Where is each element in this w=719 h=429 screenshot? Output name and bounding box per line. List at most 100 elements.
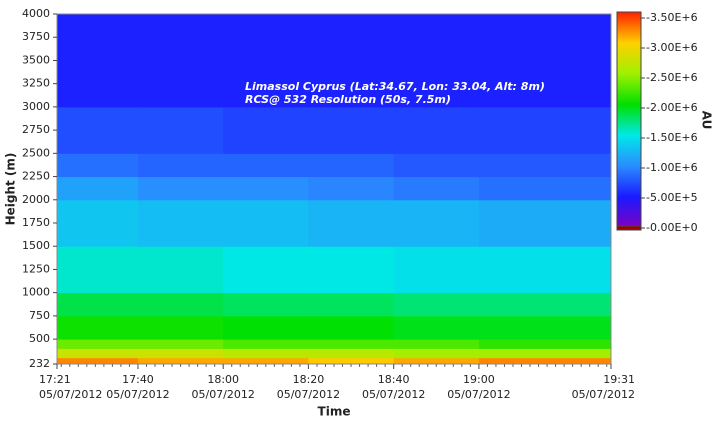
annotation: Limassol Cyprus (Lat:34.67, Lon: 33.04, … — [245, 80, 545, 93]
heat-cell — [223, 292, 309, 317]
heat-cell — [57, 357, 139, 365]
heat-cell — [57, 348, 139, 359]
heat-cell — [393, 339, 480, 349]
y-tick-label: 750 — [29, 309, 50, 322]
y-tick-label: 3500 — [22, 53, 50, 66]
heat-cell — [393, 348, 480, 359]
heat-cell — [478, 357, 612, 365]
heat-cell — [308, 357, 395, 365]
x-tick-label: 18:40 — [378, 373, 410, 386]
colorbar-tick-label: -3.50E+6 — [646, 11, 698, 24]
heat-cell — [308, 14, 395, 108]
x-tick-date: 05/07/2012 — [572, 388, 635, 401]
x-axis-label: Time — [318, 405, 351, 419]
heat-cell — [308, 315, 395, 340]
x-tick-label: 18:00 — [207, 373, 239, 386]
heat-cell — [57, 106, 139, 154]
colorbar — [616, 11, 642, 229]
y-tick-label: 500 — [29, 332, 50, 345]
heat-cell — [308, 339, 395, 349]
heat-cell — [137, 153, 224, 178]
heat-cell — [393, 14, 480, 108]
heat-cell — [137, 14, 224, 108]
heat-cell — [223, 348, 309, 359]
heat-cell — [393, 292, 480, 317]
heat-cell — [478, 348, 612, 359]
heat-cell — [223, 339, 309, 349]
heatmap — [57, 14, 612, 365]
heat-cell — [223, 14, 309, 108]
heat-cell — [393, 106, 480, 154]
heat-cell — [478, 339, 612, 349]
heat-cell — [57, 339, 139, 349]
heat-cell — [223, 106, 309, 154]
heat-cell — [137, 246, 224, 294]
heat-cell — [137, 357, 224, 365]
heat-cell — [308, 199, 395, 247]
heat-cell — [478, 199, 612, 247]
x-tick-label: 19:31 — [603, 373, 635, 386]
colorbar-tick-label: -2.00E+6 — [646, 101, 698, 114]
heat-cell — [223, 357, 309, 365]
heat-cell — [308, 348, 395, 359]
heat-cell — [308, 106, 395, 154]
colorbar-label: AU — [700, 111, 714, 130]
annotation: RCS@ 532 Resolution (50s, 7.5m) — [245, 93, 451, 106]
x-tick-date: 05/07/2012 — [362, 388, 425, 401]
heat-cell — [57, 315, 139, 340]
heat-cell — [137, 176, 224, 201]
x-tick-label: 18:20 — [293, 373, 325, 386]
heat-cell — [223, 176, 309, 201]
y-tick-label: 2750 — [22, 123, 50, 136]
y-tick-label: 2250 — [22, 170, 50, 183]
y-tick-label: 1250 — [22, 262, 50, 275]
colorbar-tick-label: -2.50E+6 — [646, 71, 698, 84]
colorbar-tick-label: -5.00E+5 — [646, 191, 698, 204]
x-tick-date: 05/07/2012 — [277, 388, 340, 401]
heat-cell — [478, 315, 612, 340]
heat-cell — [57, 176, 139, 201]
y-tick-label: 1000 — [22, 286, 50, 299]
heat-cell — [308, 246, 395, 294]
colorbar-under — [616, 225, 642, 231]
heat-cell — [223, 153, 309, 178]
colorbar-tick-label: -3.00E+6 — [646, 41, 698, 54]
heat-cell — [223, 199, 309, 247]
x-tick-date: 05/07/2012 — [39, 388, 102, 401]
y-tick-label: 3250 — [22, 77, 50, 90]
colorbar-tick-label: -1.50E+6 — [646, 131, 698, 144]
heat-cell — [137, 199, 224, 247]
heat-cell — [137, 339, 224, 349]
y-tick-label: 3000 — [22, 100, 50, 113]
y-tick-label: 232 — [29, 357, 50, 370]
x-tick-label: 17:40 — [122, 373, 154, 386]
x-tick-date: 05/07/2012 — [191, 388, 254, 401]
heat-cell — [57, 199, 139, 247]
y-tick-label: 1750 — [22, 216, 50, 229]
x-tick-date: 05/07/2012 — [447, 388, 510, 401]
heat-cell — [478, 176, 612, 201]
heat-cell — [393, 246, 480, 294]
heat-cell — [137, 106, 224, 154]
heat-cell — [393, 153, 480, 178]
y-axis-label: Height (m) — [4, 153, 18, 226]
heat-cell — [308, 176, 395, 201]
y-tick-label: 2500 — [22, 146, 50, 159]
heat-cell — [478, 153, 612, 178]
x-tick-label: 19:00 — [463, 373, 495, 386]
heat-cell — [393, 315, 480, 340]
y-tick-label: 4000 — [22, 7, 50, 20]
heat-cell — [393, 357, 480, 365]
heat-cell — [478, 14, 612, 108]
heat-cell — [223, 315, 309, 340]
heat-cell — [478, 106, 612, 154]
heat-cell — [308, 292, 395, 317]
heat-cell — [223, 246, 309, 294]
heat-cell — [57, 292, 139, 317]
colorbar-tick-label: -1.00E+6 — [646, 161, 698, 174]
heat-cell — [478, 292, 612, 317]
heat-cell — [57, 14, 139, 108]
heat-cell — [308, 153, 395, 178]
heat-cell — [478, 246, 612, 294]
